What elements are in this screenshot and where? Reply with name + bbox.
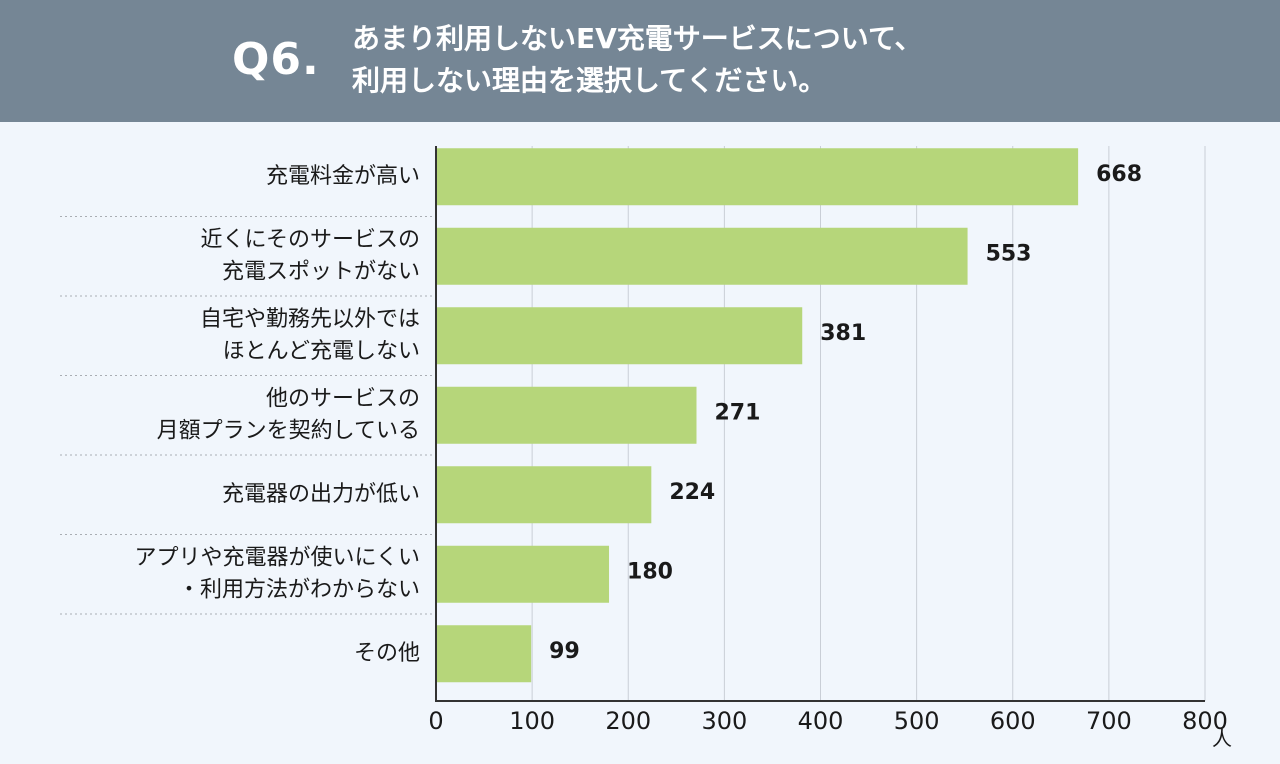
value-label-3: 271	[714, 400, 760, 425]
category-label-0-0: 充電料金が高い	[266, 164, 420, 189]
category-label-6-0: その他	[354, 641, 420, 666]
value-label-6: 99	[549, 639, 580, 664]
x-tick-label-0: 0	[428, 707, 443, 735]
question-text: あまり利用しないEV充電サービスについて、 利用しない理由を選択してください。	[352, 18, 923, 102]
question-line-2: 利用しない理由を選択してください。	[352, 64, 827, 97]
x-tick-label-1: 100	[509, 707, 555, 735]
category-label-3-0: 他のサービスの	[266, 386, 420, 411]
x-tick-label-6: 600	[990, 707, 1036, 735]
value-label-2: 381	[820, 321, 866, 346]
bar-3	[436, 386, 697, 444]
x-tick-label-7: 700	[1086, 707, 1132, 735]
value-label-1: 553	[986, 241, 1032, 266]
value-label-5: 180	[627, 559, 673, 584]
category-label-1-1: 充電スポットがない	[222, 259, 420, 284]
category-label-3-1: 月額プランを契約している	[157, 418, 420, 443]
category-label-2-0: 自宅や勤務先以外では	[200, 307, 420, 332]
question-line-1: あまり利用しないEV充電サービスについて、	[352, 22, 923, 55]
category-label-2-1: ほとんど充電しない	[223, 339, 420, 364]
x-tick-label-4: 400	[798, 707, 844, 735]
bar-1	[436, 227, 968, 285]
question-header: Q6. あまり利用しないEV充電サービスについて、 利用しない理由を選択してくだ…	[0, 0, 1280, 122]
x-tick-label-8: 800	[1182, 707, 1228, 735]
bar-5	[436, 545, 610, 603]
x-tick-label-2: 200	[605, 707, 651, 735]
x-tick-label-3: 300	[701, 707, 747, 735]
bar-6	[436, 625, 532, 683]
bar-4	[436, 466, 652, 524]
bar-0	[436, 148, 1079, 206]
category-label-4-0: 充電器の出力が低い	[222, 482, 420, 507]
question-number: Q6.	[232, 34, 320, 85]
value-label-0: 668	[1096, 162, 1142, 187]
category-label-1-0: 近くにそのサービスの	[200, 227, 420, 252]
value-label-4: 224	[669, 480, 715, 505]
x-tick-label-5: 500	[894, 707, 940, 735]
category-label-5-0: アプリや充電器が使いにくい	[134, 545, 420, 570]
x-axis-unit-label: 人	[1212, 727, 1232, 751]
category-label-5-1: ・利用方法がわからない	[178, 577, 420, 602]
bar-2	[436, 307, 803, 365]
